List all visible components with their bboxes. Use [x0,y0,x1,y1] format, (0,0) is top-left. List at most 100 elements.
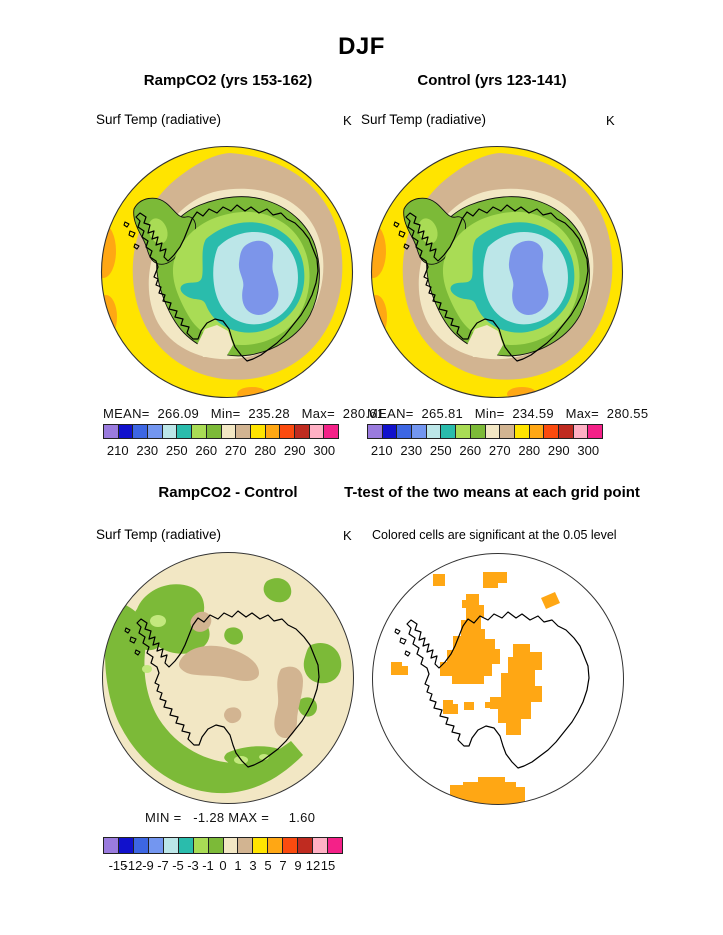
tick-label: 300 [577,443,600,458]
tick-label: 280 [518,443,541,458]
tick-label: 250 [429,443,452,458]
colorbar-cell [223,837,239,854]
units-label-difference: K [343,528,352,543]
ttest-significance-note: Colored cells are significant at the 0.0… [372,528,617,542]
tick-label: -1 [202,858,214,873]
colorbar-cell [367,424,383,439]
colorbar-cell [298,837,314,854]
colorbar-cell [265,424,281,439]
colorbar-cell [238,837,254,854]
tick-label: 270 [224,443,247,458]
colorbar-ticks-difference: -15 -12 -9 -7 -5 -3 -1 0 1 3 5 7 9 12 15 [103,858,343,873]
colorbar-cell [103,424,119,439]
colorbar-cell [514,424,530,439]
colorbar-cell [573,424,589,439]
colorbar-cell [397,424,413,439]
colorbar-cell [133,424,149,439]
tick-label: 260 [459,443,482,458]
colorbar-cell [148,837,164,854]
colorbar-cell [221,424,237,439]
colorbar-cell [178,837,194,854]
colorbar-cell [500,424,515,439]
colorbar-cell [382,424,398,439]
tick-label: 15 [320,858,336,873]
tick-label: 250 [165,443,188,458]
tick-label: -3 [187,858,199,873]
map-difference [101,551,355,805]
colorbar-cell [250,424,266,439]
stats-difference: MIN = -1.28 MAX = 1.60 [145,810,316,825]
colorbar-cell [328,837,343,854]
tick-label: 12 [305,858,321,873]
tick-label: 9 [294,858,302,873]
tick-label: -12 [123,858,143,873]
tick-label: 260 [195,443,218,458]
colorbar-cell [313,837,329,854]
tick-label: 230 [400,443,423,458]
colorbar-ticks-rampco2: 210 230 250 260 270 280 290 300 [103,443,339,458]
colorbar-cell [283,837,299,854]
panel-title-difference: RampCO2 - Control [158,484,298,501]
field-label-rampco2: Surf Temp (radiative) [96,112,222,127]
colorbar-cell [280,424,295,439]
tick-label: 290 [547,443,570,458]
stats-rampco2: MEAN= 266.09 Min= 235.28 Max= 280.61 [103,406,385,421]
colorbar-cell [470,424,486,439]
tick-label: 1 [234,858,242,873]
tick-label: 280 [254,443,277,458]
field-label-control: Surf Temp (radiative) [361,112,487,127]
tick-label: -5 [172,858,184,873]
units-label-control: K [606,113,615,128]
colorbar-cell [558,424,574,439]
colorbar-cell [253,837,269,854]
panel-title-ttest: T-test of the two means at each grid poi… [344,484,640,501]
colorbar-cell [208,837,224,854]
colorbar-cell [162,424,178,439]
stats-control: MEAN= 265.81 Min= 234.59 Max= 280.55 [367,406,649,421]
map-ttest [371,552,625,806]
colorbar-rampco2 [103,424,339,439]
tick-label: 210 [370,443,393,458]
colorbar-cell [485,424,501,439]
tick-label: 300 [313,443,336,458]
colorbar-cell [412,424,427,439]
map-control-surface-temp [370,145,624,399]
tick-label: 290 [283,443,306,458]
tick-label: 210 [106,443,129,458]
tick-label: 270 [488,443,511,458]
colorbar-cell [177,424,193,439]
panel-title-rampco2: RampCO2 (yrs 153-162) [143,72,313,89]
colorbar-cell [133,837,149,854]
colorbar-cell [456,424,471,439]
colorbar-cell [324,424,339,439]
colorbar-cell [529,424,545,439]
colorbar-difference [103,837,343,854]
colorbar-cell [192,424,207,439]
colorbar-cell [309,424,325,439]
colorbar-cell [426,424,442,439]
colorbar-cell [544,424,559,439]
colorbar-cell [148,424,163,439]
tick-label: -7 [157,858,169,873]
panel-title-control: Control (yrs 123-141) [417,72,567,89]
colorbar-cell [236,424,251,439]
colorbar-cell [193,837,209,854]
colorbar-cell [118,837,134,854]
tick-label: 7 [279,858,287,873]
tick-label: -9 [142,858,154,873]
map-rampco2-surface-temp [100,145,354,399]
tick-label: 3 [249,858,257,873]
colorbar-cell [588,424,603,439]
field-label-difference: Surf Temp (radiative) [96,527,222,542]
tick-label: -15 [108,858,128,873]
colorbar-cell [206,424,222,439]
colorbar-cell [268,837,284,854]
tick-label: 230 [136,443,159,458]
colorbar-cell [441,424,457,439]
colorbar-cell [294,424,310,439]
figure-title: DJF [338,33,385,60]
colorbar-cell [118,424,134,439]
colorbar-ticks-control: 210 230 250 260 270 280 290 300 [367,443,603,458]
tick-label: 5 [264,858,272,873]
